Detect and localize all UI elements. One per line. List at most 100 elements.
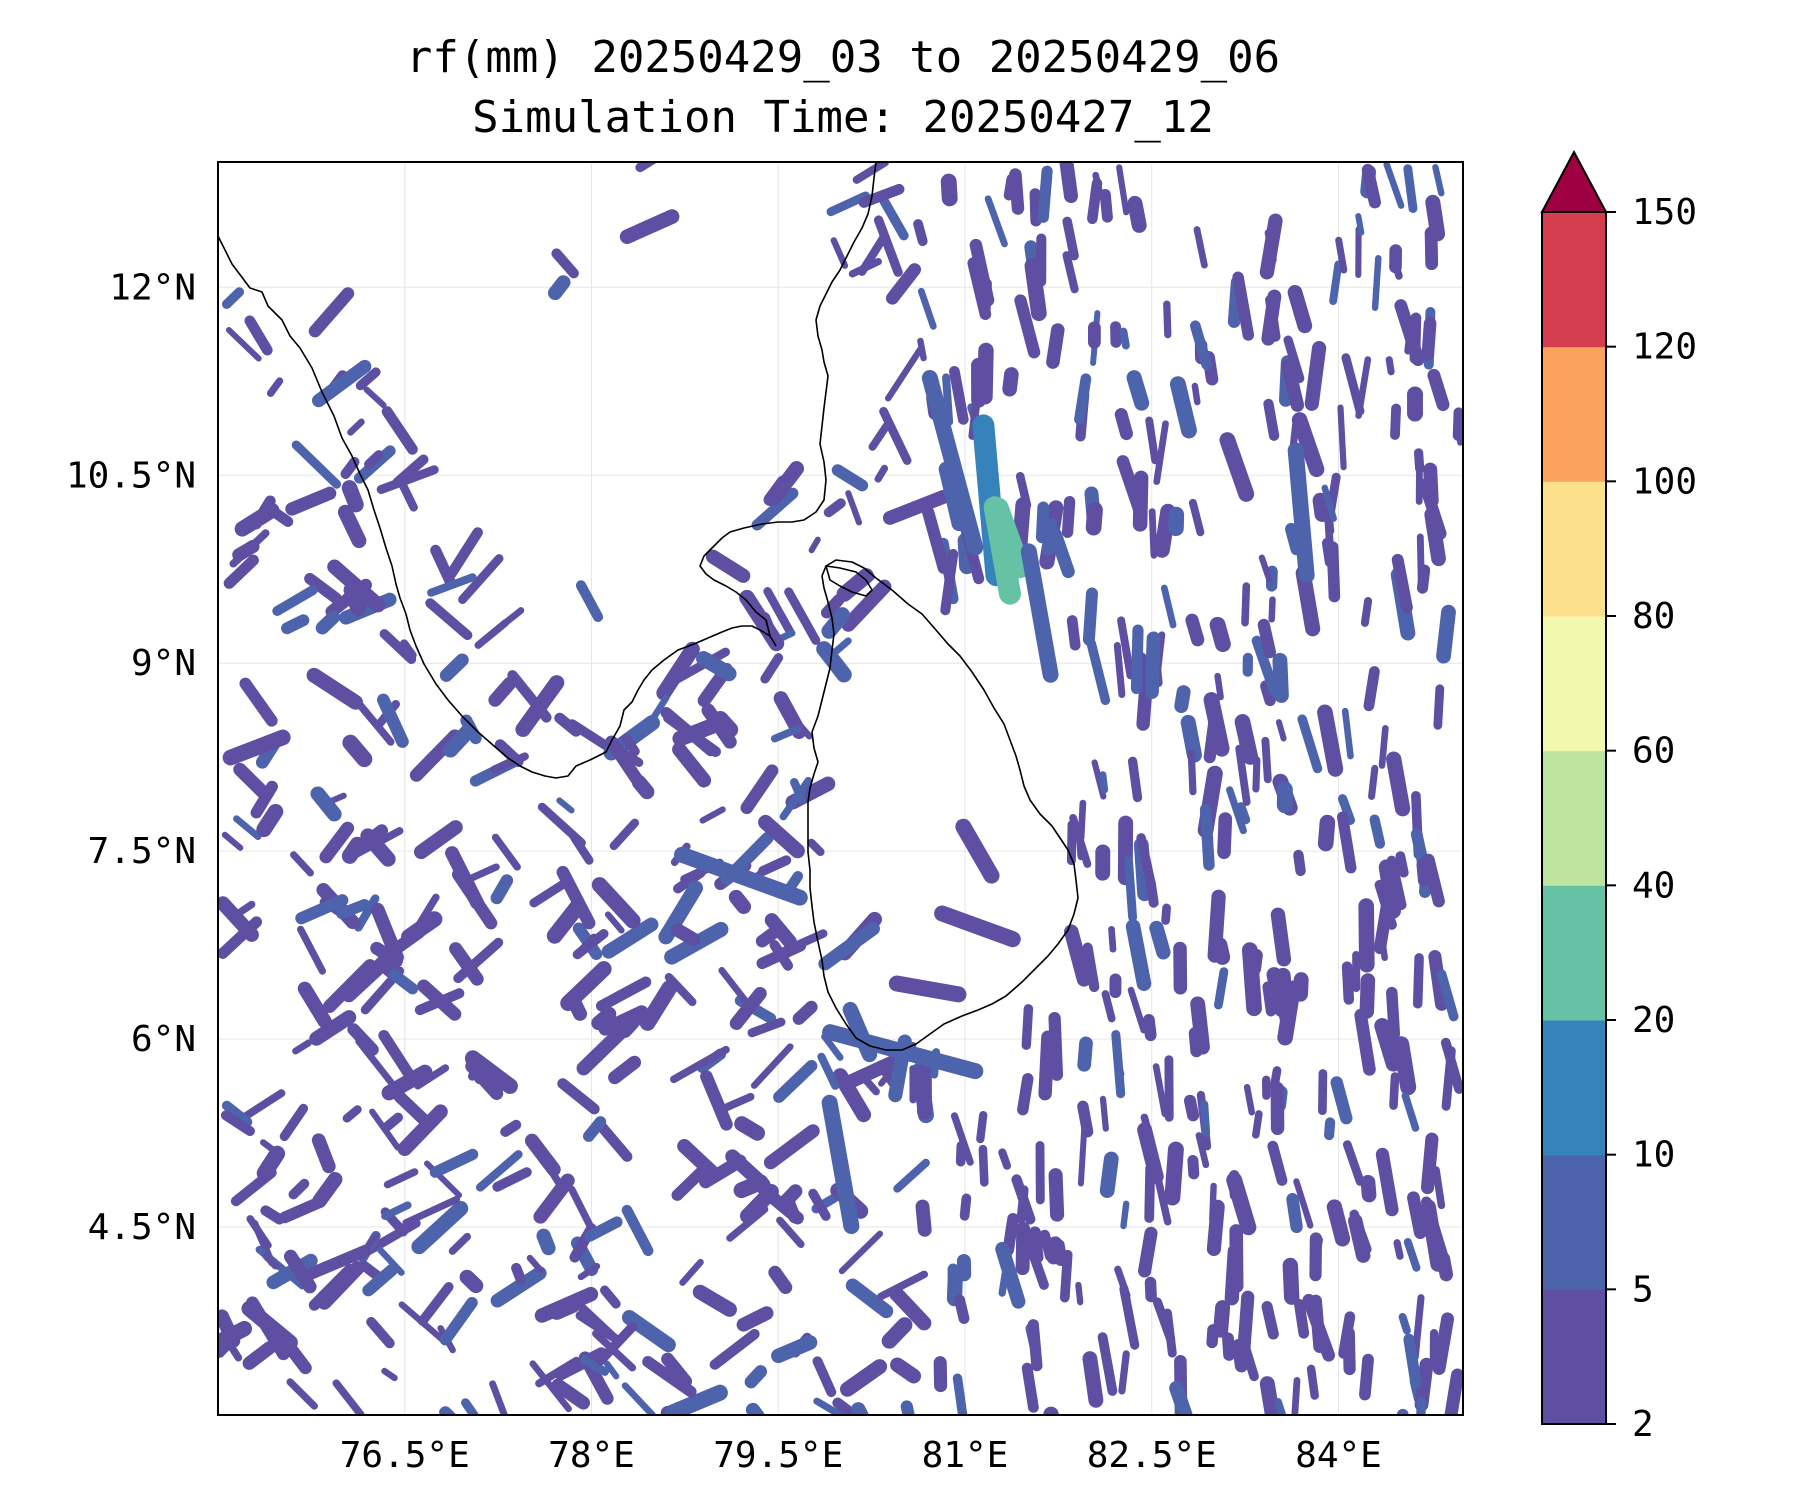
rain-streak [1217, 812, 1233, 860]
rain-streak [1257, 618, 1277, 659]
rain-streak [721, 1092, 755, 1112]
rain-streak [342, 1105, 362, 1123]
rain-streak [1391, 553, 1413, 614]
rain-streak [1409, 312, 1422, 364]
rain-streak [1306, 1364, 1319, 1400]
rain-streak [360, 828, 396, 867]
rain-streak [341, 836, 366, 864]
rain-streak [670, 923, 701, 947]
colorbar-segment [1542, 1289, 1606, 1425]
rain-streak [233, 815, 262, 840]
rain-streak [284, 1249, 317, 1294]
rain-streak [648, 694, 670, 725]
rain-streak [671, 1165, 708, 1201]
rain-streak [773, 1060, 818, 1103]
rain-streak [595, 976, 652, 1012]
rain-streak [1059, 1249, 1073, 1303]
rain-streak [881, 1317, 913, 1349]
rain-streak [1272, 652, 1289, 703]
rain-streak [1427, 368, 1450, 412]
rain-streak [874, 464, 889, 483]
rain-streak [1286, 1192, 1303, 1234]
rain-cell [1020, 543, 1059, 683]
rain-streak [1360, 597, 1373, 627]
rain-streak [1160, 584, 1177, 629]
rain-streak [448, 1232, 472, 1255]
rain-streak [1287, 284, 1313, 334]
rain-streak [291, 440, 342, 489]
rain-streak [1021, 1004, 1034, 1050]
rain-streak [1326, 1199, 1351, 1247]
rain-streak [591, 1006, 617, 1031]
rain-streak [1262, 981, 1277, 1017]
colorbar: 2 5 10 20 40 60 80 100 120 150 [1540, 149, 1697, 1445]
rain-streak [279, 1103, 309, 1142]
rain-streak [840, 1359, 888, 1397]
rain-streak [1075, 1281, 1084, 1306]
rain-streak [225, 327, 262, 362]
rain-streak [580, 1355, 610, 1376]
rain-streak [1403, 1333, 1422, 1388]
rain-streak [308, 1263, 356, 1311]
rain-streak [1258, 554, 1273, 583]
rain-streak [1190, 996, 1210, 1055]
rain-streak [1291, 412, 1325, 478]
rain-streak [474, 619, 510, 649]
rain-streak [529, 1360, 572, 1413]
rain-streak [1234, 714, 1259, 765]
rain-streak [381, 406, 418, 455]
rain-streak [536, 1228, 556, 1256]
rain-streak [1335, 236, 1348, 274]
rain-streak [600, 1285, 621, 1309]
rain-streak [845, 1278, 894, 1319]
rain-streak [1002, 1213, 1019, 1256]
rain-streak [488, 677, 517, 707]
rain-streak [1374, 1018, 1402, 1072]
rain-streak [1152, 1297, 1176, 1344]
rain-streak [1236, 802, 1251, 825]
rain-streak [955, 1141, 967, 1167]
rain-streak [1323, 1117, 1336, 1141]
rain-streak [1428, 950, 1449, 1011]
rain-streak [1116, 164, 1130, 216]
rain-streak [1383, 162, 1405, 209]
rain-streak [286, 1378, 318, 1410]
rain-streak [1127, 986, 1147, 1034]
rain-streak [1385, 1189, 1394, 1213]
rain-streak [1359, 1353, 1374, 1401]
rain-streak [369, 1108, 401, 1151]
rain-streak [366, 1317, 395, 1349]
jaffna-peninsula-coast [825, 565, 873, 597]
rain-streak [425, 598, 473, 641]
rain-streak [1389, 1072, 1400, 1110]
rain-streak [946, 1266, 964, 1307]
rain-streak [1099, 771, 1109, 794]
colorbar-label: 40 [1632, 865, 1675, 906]
rain-streak [1285, 522, 1303, 556]
rain-streak [490, 752, 529, 774]
rain-streak [792, 1000, 818, 1025]
rain-streak [1077, 1121, 1088, 1187]
lat-tick-label: 9°N [131, 643, 196, 684]
rain-streak [1432, 1312, 1455, 1375]
rain-streak [1349, 1209, 1372, 1255]
rain-streak [1108, 925, 1117, 953]
rain-cell [888, 975, 967, 1003]
rain-streak [354, 894, 380, 932]
rain-streak [1226, 786, 1247, 835]
colorbar-label: 150 [1632, 192, 1697, 233]
rain-streak [500, 1119, 522, 1137]
rain-streak [1029, 188, 1042, 227]
lat-tick-label: 10.5°N [66, 455, 196, 496]
rain-streak [1455, 415, 1463, 446]
rain-streak [332, 1379, 365, 1415]
rain-streak [700, 1070, 733, 1131]
rain-streak [609, 818, 640, 851]
rain-streak [845, 490, 863, 526]
rain-cell [822, 1024, 984, 1080]
rain-streak [446, 527, 483, 579]
rain-streak [1241, 582, 1251, 627]
rain-streak [1035, 501, 1050, 544]
rain-streak [601, 917, 659, 959]
rain-streak [1038, 1030, 1055, 1101]
